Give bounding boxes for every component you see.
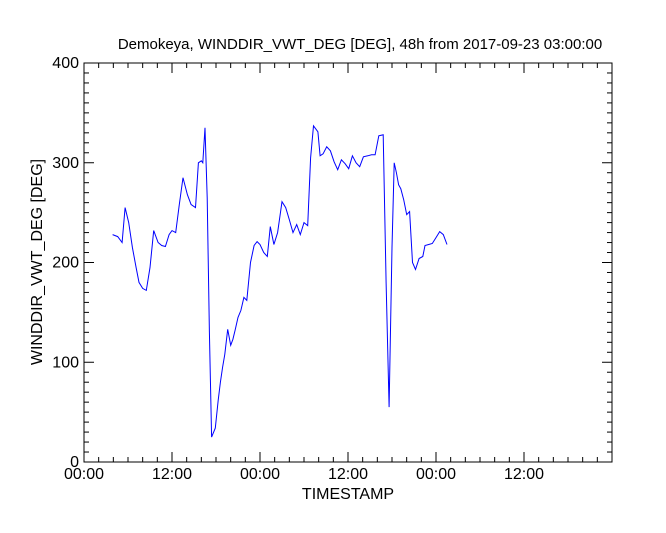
y-tick-label: 300 [52,155,79,172]
x-tick-label: 12:00 [328,466,368,483]
x-tick-label: 12:00 [152,466,192,483]
y-tick-label: 200 [52,255,79,272]
axis-tick-labels: 00:00 12:00 00:00 12:00 00:00 12:00 0 100 200 300… [52,55,544,483]
x-tick-label: 00:00 [64,466,104,483]
plot-frame [83,62,613,463]
y-tick-label: 0 [70,454,79,471]
series-line [112,124,448,438]
x-tick-label: 00:00 [416,466,456,483]
x-tick-label: 12:00 [504,466,544,483]
y-tick-label: 100 [52,354,79,371]
y-tick-label: 400 [52,55,79,72]
axis-ticks [83,62,613,463]
x-tick-label: 00:00 [240,466,280,483]
x-axis-title: TIMESTAMP [302,486,394,503]
y-axis-title: WINDDIR_VWT_DEG [DEG] [29,159,46,365]
chart-title: Demokeya, WINDDIR_VWT_DEG [DEG], 48h fro… [118,36,602,53]
